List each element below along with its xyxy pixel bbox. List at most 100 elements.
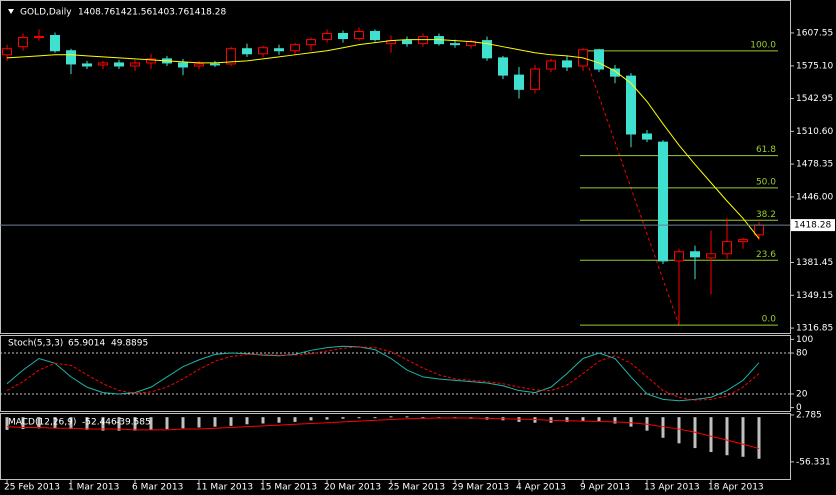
stoch-title: Stoch(5,3,3) [8,339,63,349]
histogram-bar [325,417,329,420]
histogram-bar [69,417,73,430]
x-tick-label: 20 Mar 2013 [324,483,381,493]
candle-body [610,68,620,77]
histogram-bar [21,417,25,430]
fibo-label: 0.0 [762,315,777,325]
fibo-label: 100.0 [750,40,776,50]
fibo-label: 61.8 [756,145,776,155]
candle-body [50,35,60,52]
histogram-bar [37,417,41,429]
histogram-bar [725,417,729,456]
x-tick-label: 9 Apr 2013 [580,483,630,493]
histogram-bar [421,417,425,419]
fibo-label: 50.0 [756,177,776,187]
candle-body [130,62,140,67]
candle-body [146,58,156,64]
histogram-bar [389,416,393,418]
y-tick-label: 20 [796,389,808,399]
x-tick-label: 29 Mar 2013 [452,483,509,493]
price-label: 1418.28 [794,221,831,231]
menu-arrow [8,9,14,14]
candle-body [546,60,556,70]
histogram-bar [133,417,137,431]
histogram-bar [277,417,281,423]
stoch-signal-value: 49.8895 [111,339,148,349]
histogram-bar [213,417,217,427]
histogram-bar [149,417,153,430]
fibo-label: 23.6 [756,250,776,260]
histogram-bar [629,417,633,427]
histogram-bar [709,417,713,453]
candle-body [626,75,636,135]
histogram-bar [341,417,345,419]
histogram-bar [677,417,681,444]
macd-main-value: -52.446 [82,418,117,428]
candle-body [274,48,284,52]
y-tick-label: 1316.85 [796,324,833,334]
price-box [791,219,835,232]
candle-body [706,253,716,259]
candle-body [194,63,204,67]
y-tick-label: 1510.60 [796,127,833,137]
candle-body [674,251,684,262]
candle-body [370,30,380,41]
macd-title: MACD(12,26,9) [8,418,76,428]
y-tick-label: 100 [796,335,813,345]
macd-signal-value: -39.585 [116,418,151,428]
x-tick-label: 25 Feb 2013 [4,483,60,493]
candle-body [338,32,348,40]
y-tick-label: 1478.35 [796,160,833,170]
candle-body [98,62,108,66]
histogram-bar [53,417,57,429]
y-tick-label: 1575.10 [796,61,833,71]
y-tick-label: 1542.95 [796,94,833,104]
candle-body [418,36,428,45]
histogram-bar [245,417,249,425]
y-tick-label: 1381.45 [796,258,833,268]
histogram-bar [101,417,105,431]
histogram-bar [373,417,377,419]
candle-body [738,239,748,243]
x-tick-label: 4 Apr 2013 [516,483,566,493]
candle-body [754,224,764,236]
histogram-bar [181,417,185,429]
x-tick-label: 11 Mar 2013 [196,483,253,493]
symbol-title: GOLD,Daily [20,8,72,18]
candle-body [594,49,604,70]
x-tick-label: 25 Mar 2013 [388,483,445,493]
x-tick-label: 13 Apr 2013 [644,483,700,493]
candle-body [2,48,12,56]
histogram-bar [5,417,9,430]
ohlc-open: 1408.76 [78,8,115,18]
stoch-main-value: 65.9014 [68,339,105,349]
y-tick-label: 1607.55 [796,28,833,38]
histogram-bar [85,417,89,430]
candle-body [562,60,572,68]
y-tick-label: 0 [796,403,802,413]
y-tick-label: -56.331 [796,457,831,467]
x-tick-label: 18 Apr 2013 [708,483,764,493]
histogram-bar [261,417,265,424]
x-tick-label: 1 Mar 2013 [68,483,119,493]
candle-body [354,30,364,40]
histogram-bar [757,417,761,459]
x-tick-label: 15 Mar 2013 [260,483,317,493]
histogram-bar [597,417,601,422]
y-tick-label: 80 [796,349,808,359]
histogram-bar [165,417,169,430]
candle-body [450,43,460,46]
candle-body [498,57,508,76]
macd-panel [0,413,791,480]
candle-body [690,251,700,258]
candle-body [210,63,220,66]
candle-body [322,32,332,41]
x-tick-label: 6 Mar 2013 [132,483,183,493]
histogram-bar [405,416,409,418]
histogram-bar [309,417,313,421]
histogram-bar [357,417,361,419]
histogram-bar [741,417,745,457]
candle-body [66,50,76,65]
histogram-bar [565,417,569,422]
candle-body [114,62,124,67]
candle-body [82,63,92,67]
